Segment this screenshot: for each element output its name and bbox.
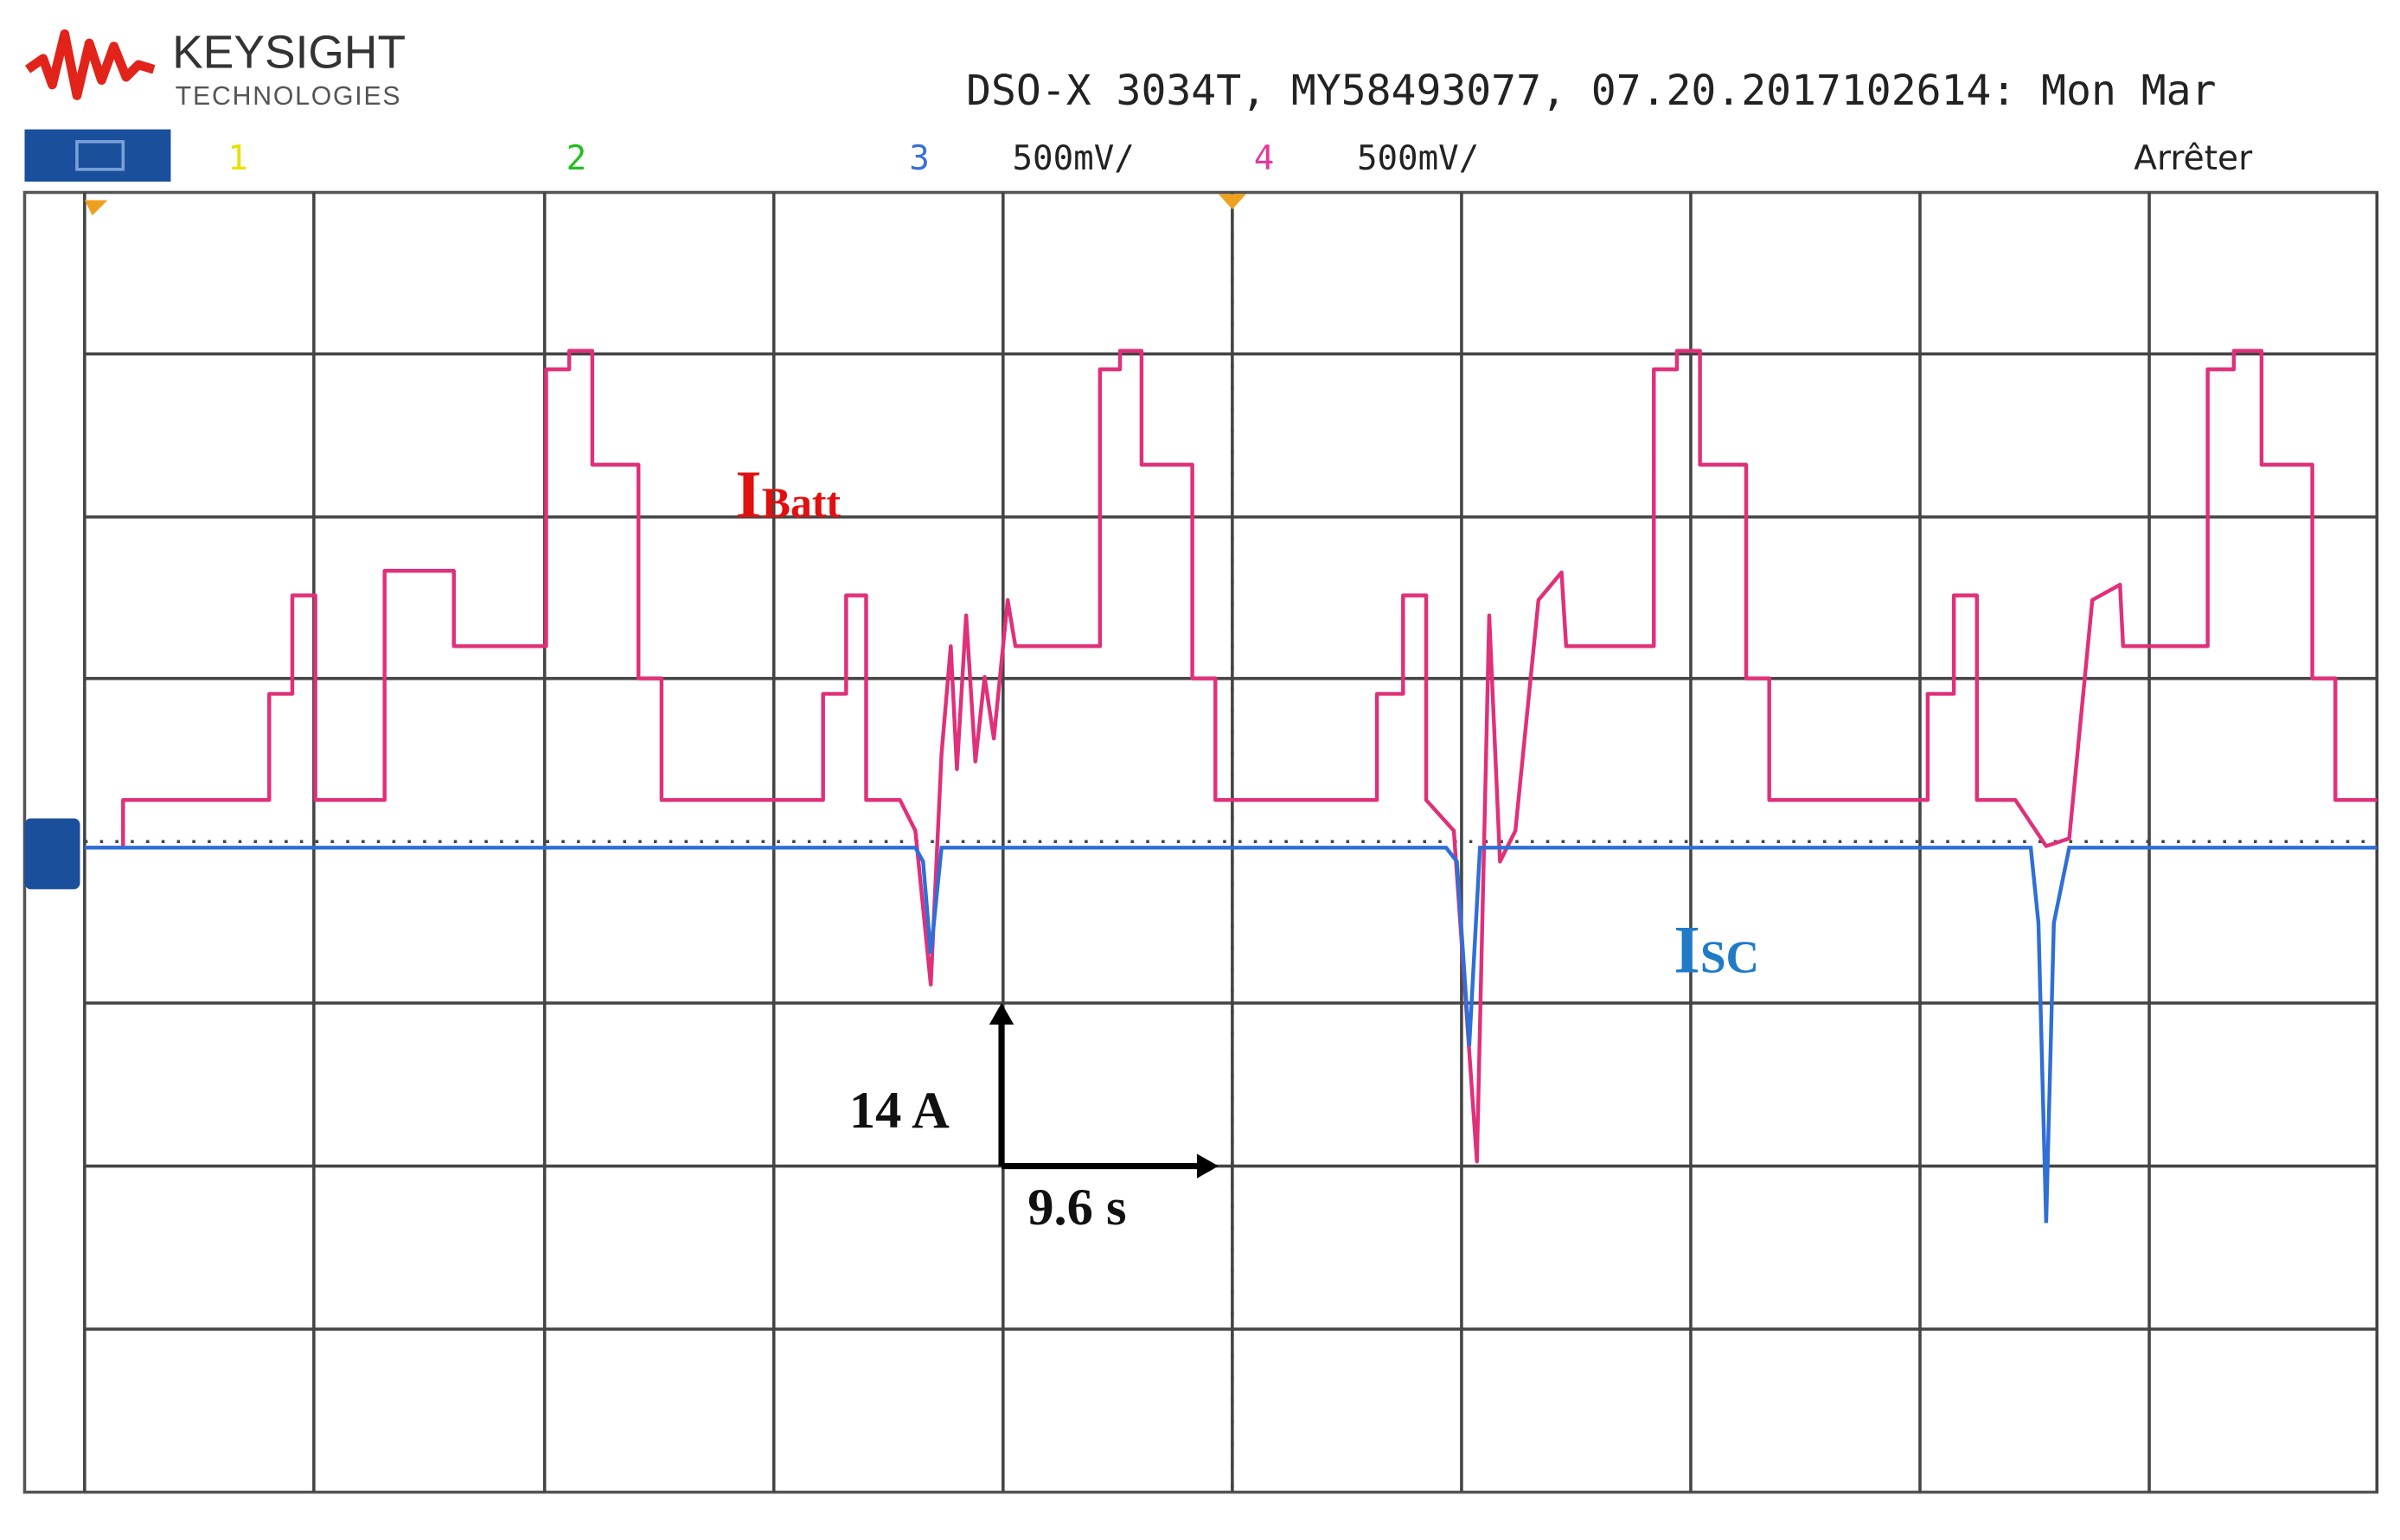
label-isc: ISC bbox=[1674, 911, 1759, 987]
brand: KEYSIGHT bbox=[172, 27, 406, 78]
logo-wave bbox=[24, 29, 156, 100]
center-marker bbox=[1218, 194, 1246, 210]
grid bbox=[83, 192, 2379, 1492]
label-ibatt-main: I bbox=[735, 457, 761, 532]
ground-marker[interactable] bbox=[24, 818, 80, 890]
scale-arrows bbox=[998, 1018, 1200, 1170]
instrument-info: DSO-X 3034T, MY58493077, 07.20.201710261… bbox=[966, 67, 2216, 115]
channel-4-scale: 500mV/ bbox=[1357, 139, 1479, 178]
menu-button[interactable] bbox=[24, 129, 171, 182]
run-status[interactable]: Arrêter bbox=[2134, 139, 2253, 178]
channel-3[interactable]: 3 bbox=[909, 139, 930, 178]
menu-icon bbox=[75, 140, 125, 171]
channel-1[interactable]: 1 bbox=[227, 139, 248, 178]
screen-frame bbox=[22, 190, 2379, 1494]
trigger-marker bbox=[84, 200, 108, 216]
label-isc-main: I bbox=[1674, 911, 1699, 987]
label-ibatt-sub: Batt bbox=[762, 479, 842, 527]
channel-4[interactable]: 4 bbox=[1254, 139, 1275, 178]
channel-2[interactable]: 2 bbox=[566, 139, 587, 178]
label-isc-sub: SC bbox=[1700, 930, 1759, 982]
vertical-scale: 14 A bbox=[849, 1082, 950, 1140]
battery-current-trace bbox=[84, 348, 2378, 1164]
brand-sub: TECHNOLOGIES bbox=[176, 82, 402, 111]
horizontal-scale: 9.6 s bbox=[1027, 1179, 1126, 1236]
supercap-current-trace bbox=[84, 846, 2378, 1224]
label-ibatt: IBatt bbox=[735, 457, 841, 532]
channel-3-scale: 500mV/ bbox=[1012, 139, 1134, 178]
